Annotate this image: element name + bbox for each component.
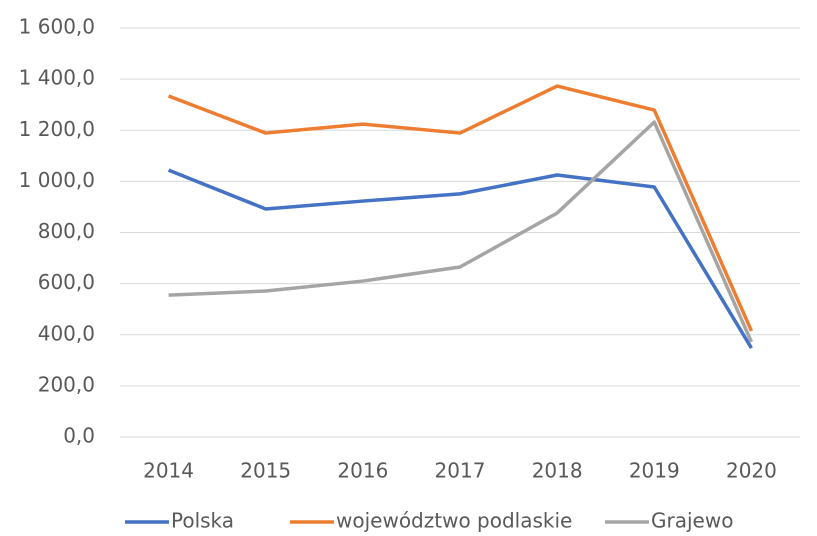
y-tick-label: 1 000,0 — [19, 168, 95, 192]
series-line — [167, 168, 753, 349]
x-tick-label: 2019 — [629, 459, 680, 483]
y-tick-label: 400,0 — [38, 321, 95, 345]
legend-label: Grajewo — [651, 509, 733, 533]
x-tick-label: 2018 — [532, 459, 583, 483]
x-tick-label: 2017 — [435, 459, 486, 483]
y-tick-label: 200,0 — [38, 372, 95, 396]
y-tick-label: 1 400,0 — [19, 66, 95, 90]
x-tick-label: 2020 — [726, 459, 777, 483]
y-tick-label: 0,0 — [63, 424, 95, 448]
y-tick-label: 1 600,0 — [19, 15, 95, 39]
y-tick-label: 800,0 — [38, 219, 95, 243]
x-tick-label: 2016 — [337, 459, 388, 483]
y-tick-label: 1 200,0 — [19, 117, 95, 141]
x-tick-label: 2015 — [240, 459, 291, 483]
legend-label: województwo podlaskie — [336, 509, 572, 533]
y-tick-label: 600,0 — [38, 270, 95, 294]
series-line — [167, 84, 754, 332]
series-line — [168, 120, 754, 343]
legend-label: Polska — [171, 509, 234, 533]
x-tick-label: 2014 — [143, 459, 194, 483]
